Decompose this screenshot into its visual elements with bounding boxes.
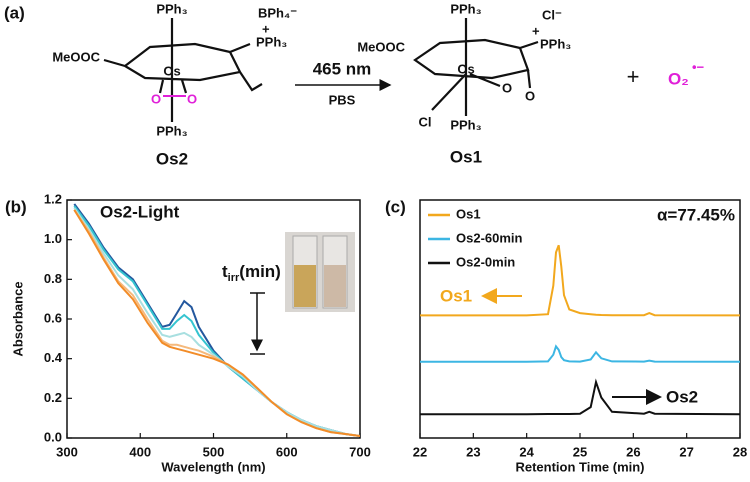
x-tick-label: 25 bbox=[573, 444, 587, 459]
x-tick-label: 400 bbox=[129, 444, 151, 459]
ligand: PPh₃ bbox=[156, 123, 187, 138]
y-tick-label: 0.6 bbox=[44, 310, 62, 325]
y-tick-label: 0.0 bbox=[44, 429, 62, 444]
x-tick-label: 26 bbox=[626, 444, 640, 459]
x-tick-label: 22 bbox=[413, 444, 427, 459]
legend-label: Os1 bbox=[456, 206, 481, 221]
annotation: Os1 bbox=[440, 286, 472, 305]
unit: (min) bbox=[239, 262, 281, 281]
panel-label: (c) bbox=[385, 197, 406, 216]
compound-label: Os2 bbox=[156, 149, 188, 168]
metal: Os bbox=[457, 61, 474, 76]
annotation: Os2-Light bbox=[100, 202, 180, 221]
charge: + bbox=[532, 23, 540, 38]
oxygen: O bbox=[502, 80, 512, 95]
cuvette-photo bbox=[285, 232, 355, 312]
series-line bbox=[73, 207, 360, 437]
x-tick-label: 27 bbox=[679, 444, 693, 459]
ligand: PPh₃ bbox=[256, 34, 287, 49]
legend-label: Os2-60min bbox=[456, 230, 523, 245]
oxygen: O bbox=[187, 91, 197, 106]
series-line bbox=[73, 209, 360, 437]
series-line bbox=[420, 244, 741, 317]
counterion: Cl⁻ bbox=[542, 7, 562, 22]
panel-label: (a) bbox=[4, 3, 25, 22]
series-line bbox=[420, 378, 741, 416]
ligand: PPh₃ bbox=[450, 117, 481, 132]
metal: Os bbox=[163, 63, 180, 78]
y-axis-label: Absorbance bbox=[10, 281, 25, 356]
condition: 465 nm bbox=[313, 59, 372, 78]
oxygen: O bbox=[151, 91, 161, 106]
byproduct-charge: •− bbox=[692, 59, 705, 74]
os1-skeleton bbox=[413, 18, 539, 116]
x-tick-label: 700 bbox=[349, 444, 371, 459]
plot-lines bbox=[420, 244, 741, 416]
y-tick-label: 0.8 bbox=[44, 271, 62, 286]
y-tick-label: 0.2 bbox=[44, 390, 62, 405]
time-label: tirr(min) bbox=[222, 262, 281, 283]
oxygen: O bbox=[525, 88, 535, 103]
legend-label: Os2-0min bbox=[456, 254, 515, 269]
counterion: BPh₄⁻ bbox=[258, 5, 297, 20]
y-tick-label: 1.0 bbox=[44, 231, 62, 246]
chloride: Cl bbox=[419, 114, 432, 129]
annotation: Os2 bbox=[666, 387, 698, 406]
ligand: PPh₃ bbox=[450, 1, 481, 16]
byproduct: O₂ bbox=[668, 69, 689, 88]
os2-skeleton bbox=[103, 18, 263, 122]
x-axis-label: Retention Time (min) bbox=[515, 459, 644, 474]
ester: MeOOC bbox=[357, 39, 405, 54]
condition: PBS bbox=[329, 92, 356, 107]
x-tick-label: 24 bbox=[519, 444, 534, 459]
x-axis-label: Wavelength (nm) bbox=[161, 459, 265, 474]
scheme: (a) PPh₃ BPh₄⁻ + PPh₃ MeOOC Os O O PPh₃ … bbox=[4, 1, 705, 168]
solution bbox=[324, 265, 346, 307]
x-tick-label: 23 bbox=[466, 444, 480, 459]
ligand: PPh₃ bbox=[540, 36, 571, 51]
y-tick-label: 1.2 bbox=[44, 191, 62, 206]
series-line bbox=[420, 344, 741, 363]
panel-label: (b) bbox=[5, 197, 27, 216]
y-tick-label: 0.4 bbox=[44, 350, 63, 365]
time-arrow: tirr(min) bbox=[222, 262, 281, 355]
plot-lines bbox=[73, 203, 360, 437]
solution bbox=[294, 265, 316, 307]
annotation: α=77.45% bbox=[657, 205, 735, 224]
t: t bbox=[222, 262, 228, 281]
x-tick-label: 300 bbox=[56, 444, 78, 459]
x-tick-label: 600 bbox=[276, 444, 298, 459]
charge: + bbox=[262, 21, 270, 36]
sub: irr bbox=[228, 272, 240, 284]
x-tick-label: 28 bbox=[733, 444, 747, 459]
x-tick-label: 500 bbox=[203, 444, 225, 459]
ligand: PPh₃ bbox=[156, 1, 187, 16]
compound-label: Os1 bbox=[450, 147, 482, 166]
plus: + bbox=[627, 64, 640, 89]
ester: MeOOC bbox=[52, 49, 100, 64]
